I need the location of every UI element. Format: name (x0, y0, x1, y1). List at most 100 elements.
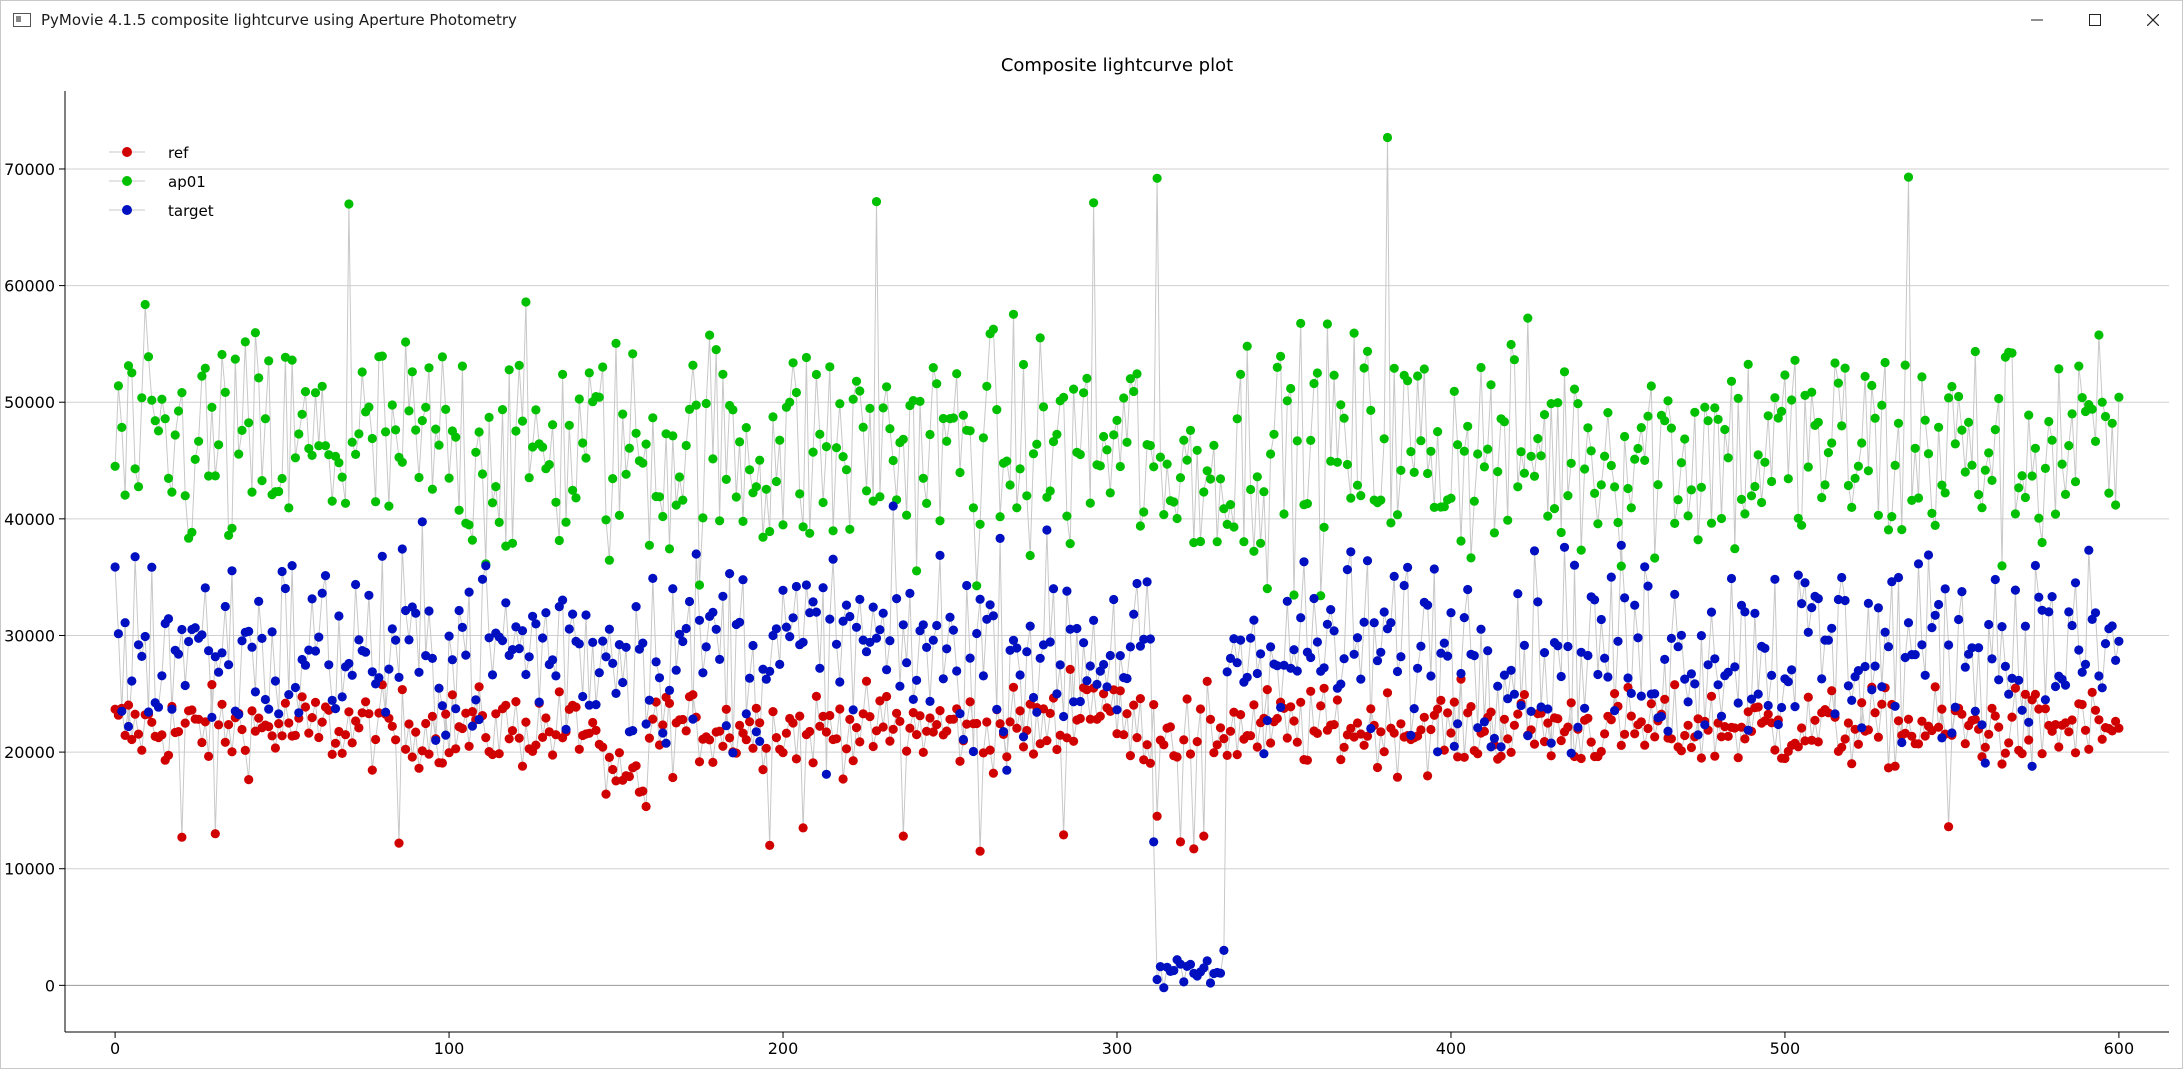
point-target (715, 654, 725, 665)
point-ap01 (1366, 405, 1376, 415)
point-target (501, 598, 511, 608)
point-ref (501, 700, 511, 710)
point-target (274, 709, 284, 719)
point-target (1606, 572, 1616, 582)
point-target (1706, 607, 1717, 617)
axes: 0 10000 20000 30000 40000 50000 60000 70000 0 100… (4, 91, 2169, 1058)
point-ap01 (2100, 411, 2111, 422)
legend-label-ref: ref (168, 144, 189, 162)
point-ref (1486, 707, 1496, 717)
point-ap01 (2067, 409, 2077, 419)
point-ap01 (1162, 459, 1172, 469)
point-ap01 (928, 363, 938, 373)
point-ref (1389, 728, 1399, 738)
point-target (1329, 626, 1339, 636)
point-ap01 (2027, 471, 2037, 481)
point-ap01 (1075, 449, 1085, 460)
point-ap01 (778, 520, 788, 530)
point-ap01 (811, 369, 822, 380)
point-ap01 (1503, 515, 1513, 525)
point-target (1336, 679, 1346, 689)
point-ap01 (1964, 417, 1974, 427)
point-ref (1720, 722, 1730, 732)
point-ap01 (1780, 370, 1790, 380)
point-ref (377, 680, 387, 690)
point-target (1840, 595, 1850, 606)
point-ap01 (1332, 457, 1342, 467)
point-target (691, 549, 701, 559)
point-ref (1890, 761, 1900, 771)
point-target (1767, 670, 1777, 681)
point-target (157, 671, 167, 681)
point-ref (985, 745, 995, 755)
point-target (578, 691, 588, 702)
point-ap01 (1680, 434, 1690, 444)
point-ref (210, 829, 220, 839)
close-button[interactable] (2124, 1, 2182, 39)
point-ref (1957, 709, 1967, 719)
point-ap01 (1225, 500, 1236, 510)
point-target (1623, 673, 1633, 683)
point-target (414, 667, 424, 677)
point-ap01 (1302, 499, 1312, 509)
point-target (1142, 577, 1152, 587)
point-ap01 (1833, 378, 1843, 388)
point-ap01 (494, 517, 504, 527)
point-target (745, 673, 755, 683)
point-ref (504, 734, 514, 744)
point-ap01 (1012, 503, 1022, 513)
point-target (2111, 655, 2121, 666)
point-target (1219, 945, 1229, 956)
point-ap01 (1329, 370, 1339, 380)
lightcurve-chart[interactable]: Composite lightcurve plot 0 10000 20000 300… (1, 39, 2183, 1070)
point-ref (1015, 706, 1025, 716)
point-ap01 (785, 397, 795, 407)
point-ap01 (1379, 434, 1389, 444)
point-target (1205, 978, 1216, 988)
point-ap01 (1509, 355, 1519, 365)
point-ap01 (835, 399, 845, 409)
point-ref (741, 735, 751, 745)
point-ap01 (250, 328, 260, 338)
point-target (955, 709, 965, 719)
point-ref (270, 743, 280, 753)
point-target (1880, 627, 1890, 637)
point-ref (611, 776, 621, 786)
maximize-button[interactable] (2066, 1, 2124, 39)
point-ap01 (694, 580, 705, 590)
point-ap01 (230, 354, 240, 364)
point-ref (1236, 710, 1246, 720)
point-ref (531, 740, 541, 750)
point-ref (2010, 683, 2020, 693)
point-ref (928, 727, 938, 737)
point-ap01 (795, 489, 805, 499)
point-ref (871, 726, 882, 736)
point-ap01 (2107, 418, 2117, 428)
point-target (207, 712, 217, 723)
point-target (1713, 680, 1723, 690)
point-ap01 (2024, 410, 2034, 420)
point-ap01 (1790, 355, 1800, 365)
point-ref (1302, 755, 1312, 765)
minimize-button[interactable] (2008, 1, 2066, 39)
point-ref (1546, 751, 1556, 761)
point-ap01 (1600, 451, 1610, 461)
point-ref (1543, 718, 1553, 728)
point-target (728, 748, 738, 758)
point-target (481, 561, 491, 571)
point-ref (277, 731, 287, 741)
point-target (1413, 663, 1423, 673)
point-ap01 (1847, 502, 1857, 512)
point-ap01 (2044, 416, 2054, 427)
point-target (965, 653, 975, 663)
point-ref (2084, 744, 2094, 754)
point-target (1660, 654, 1670, 665)
point-target (1944, 640, 1954, 650)
point-ap01 (1159, 510, 1169, 520)
point-target (2100, 639, 2111, 649)
point-ap01 (1710, 403, 1720, 413)
point-target (1970, 706, 1980, 716)
plot-area[interactable]: Composite lightcurve plot 0 10000 20000 300… (1, 39, 2183, 1070)
point-target (808, 597, 818, 607)
